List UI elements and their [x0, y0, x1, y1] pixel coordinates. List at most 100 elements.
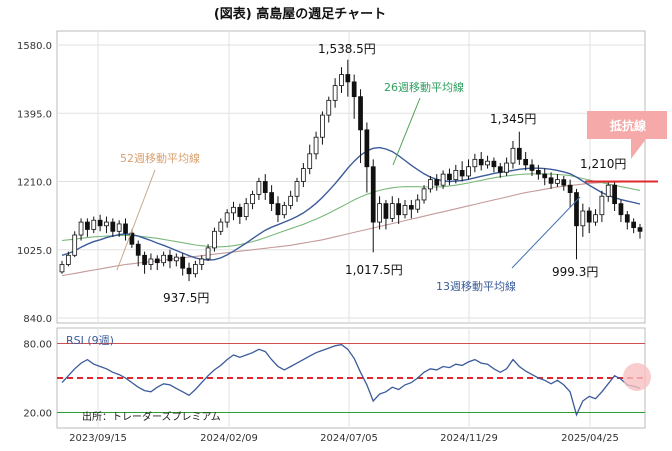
- rsi-line: [61, 343, 641, 417]
- candle-body-up: [440, 173, 446, 186]
- candle: [161, 251, 166, 267]
- resistance-badge-label: 抵抗線: [610, 118, 646, 133]
- candle-body-up: [104, 221, 109, 227]
- candle-body-down: [612, 184, 617, 205]
- candle-body-up: [504, 162, 509, 173]
- price-tick-label: 1210.0: [17, 178, 52, 189]
- candle: [383, 199, 389, 230]
- candle: [612, 181, 617, 212]
- candle: [180, 253, 186, 276]
- candle: [224, 209, 230, 228]
- resistance-badge-box: [587, 111, 667, 139]
- candle-body-up: [281, 205, 287, 216]
- price-panel: [56, 30, 646, 324]
- candle: [491, 157, 497, 173]
- candle: [186, 262, 192, 282]
- candle: [529, 159, 535, 176]
- candle: [351, 74, 357, 119]
- high2-annotation: 1,345円: [490, 112, 536, 126]
- candle-body-down: [97, 219, 103, 227]
- candle-body-down: [542, 173, 548, 179]
- rsi-highlight: [623, 363, 651, 391]
- candle: [447, 168, 452, 186]
- candle-body-down: [624, 214, 630, 223]
- candle: [637, 223, 643, 239]
- candle: [313, 131, 319, 160]
- candle: [237, 203, 243, 224]
- high1-annotation: 1,538.5円: [318, 42, 376, 56]
- candle-body-down: [358, 96, 363, 131]
- candle-body-up: [389, 203, 395, 219]
- price-tick-label: 840.0: [23, 314, 52, 325]
- page-title: (図表) 高島屋の週足チャート: [214, 6, 386, 22]
- candle-body-up: [421, 188, 427, 201]
- candle-body-up: [199, 258, 205, 265]
- resistance-annotation: 1,210円: [580, 157, 626, 171]
- candle: [408, 199, 414, 219]
- candle: [97, 214, 103, 232]
- ma52-label: 52週移動平均線: [120, 151, 200, 165]
- date-axis: 2023/09/15 2024/02/09 2024/07/05 2024/11/29…: [69, 433, 619, 444]
- candle: [421, 185, 427, 204]
- candle-body-down: [536, 170, 541, 175]
- resistance-badge-pointer: [631, 139, 646, 159]
- ma26-callout: 26週移動平均線: [384, 80, 464, 166]
- candle: [415, 194, 421, 213]
- candle: [193, 260, 198, 278]
- candle-body-up: [193, 264, 198, 275]
- candle: [218, 218, 224, 235]
- candle: [326, 96, 332, 123]
- candle-body-down: [142, 254, 147, 265]
- candle: [516, 131, 522, 165]
- candle-body-down: [345, 74, 351, 83]
- candle-body-up: [472, 158, 478, 168]
- price-tick-label: 1395.0: [17, 109, 52, 120]
- candle-body-up: [294, 181, 300, 197]
- candle-body-down: [135, 243, 141, 256]
- candle: [78, 218, 84, 241]
- candle-body-up: [59, 264, 65, 273]
- candle-body-up: [510, 147, 516, 164]
- candle-body-up: [243, 203, 249, 217]
- candle: [561, 175, 567, 191]
- candle-body-down: [459, 170, 465, 177]
- candle: [536, 164, 541, 180]
- candle: [434, 174, 440, 191]
- candle-body-down: [497, 166, 503, 173]
- date-tick-label: 2024/07/05: [320, 433, 378, 444]
- candle: [459, 161, 465, 182]
- rsi-title: RSI (9週): [66, 334, 114, 347]
- candle: [72, 231, 78, 258]
- candle: [364, 122, 370, 193]
- candle: [504, 157, 509, 176]
- candle: [275, 196, 281, 223]
- candle: [199, 255, 205, 271]
- candle: [332, 78, 338, 108]
- candle-body-up: [65, 254, 71, 265]
- candle-body-down: [154, 258, 160, 264]
- date-tick-label: 2024/11/29: [440, 433, 498, 444]
- candle-body-up: [91, 219, 97, 230]
- candle: [497, 163, 503, 178]
- candle: [618, 199, 624, 223]
- candle: [148, 253, 154, 271]
- candle-body-up: [300, 168, 306, 182]
- candle-body-up: [173, 256, 179, 262]
- candle-body-up: [466, 166, 471, 177]
- candle-body-up: [212, 230, 217, 249]
- candle-body-up: [377, 203, 382, 223]
- low3-annotation: 999.3円: [552, 265, 598, 279]
- candle: [212, 227, 217, 252]
- candle-body-up: [250, 194, 255, 205]
- candle: [624, 211, 630, 230]
- candle: [65, 251, 71, 267]
- candle: [631, 218, 637, 234]
- candle-body-up: [148, 258, 154, 265]
- candle-body-up: [599, 195, 605, 216]
- ma52-callout-line: [116, 169, 156, 271]
- candle: [586, 207, 592, 234]
- candle-body-down: [529, 164, 535, 171]
- candle-body-down: [110, 221, 116, 232]
- rsi-series: [57, 343, 645, 417]
- candle-body-up: [231, 206, 236, 214]
